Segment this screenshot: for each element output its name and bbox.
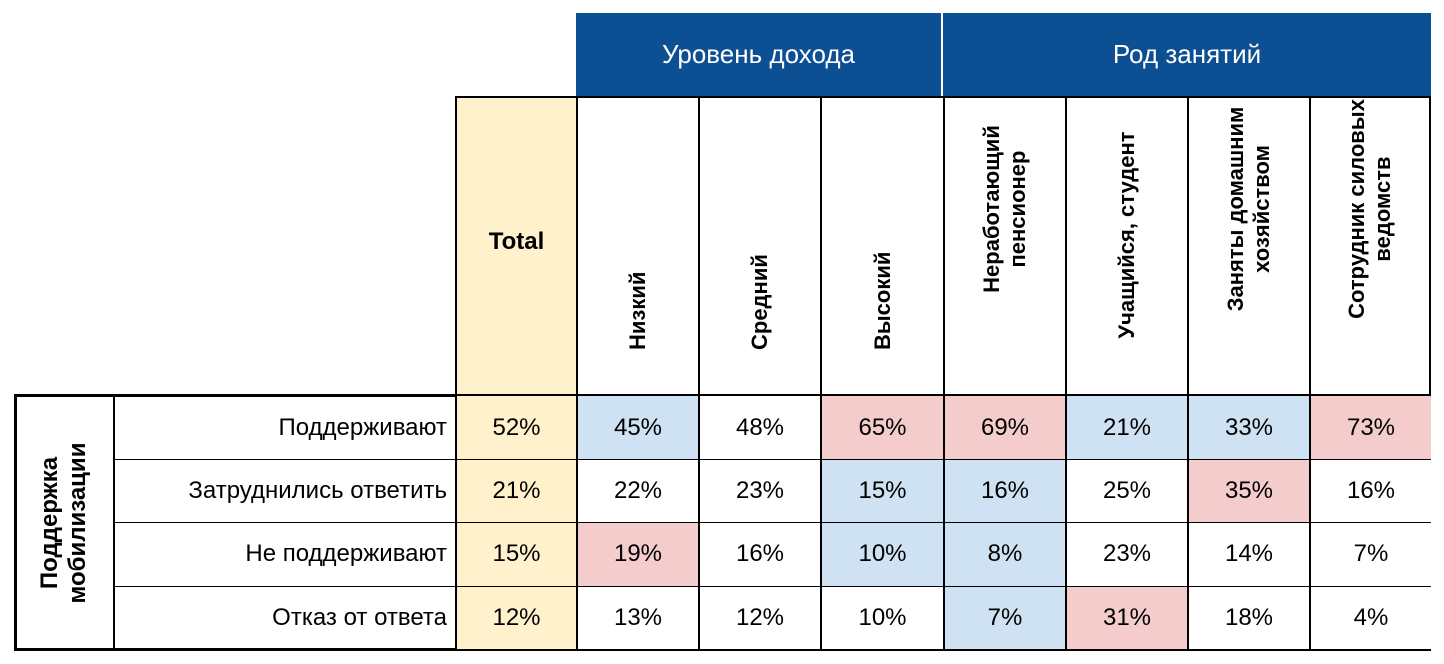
row-group-label: Поддержка мобилизации (35, 442, 91, 603)
value-cell: 23% (1065, 522, 1187, 586)
value-cell: 21% (1065, 396, 1187, 459)
column-header: Сотрудник силовых ведомств (1309, 96, 1431, 394)
value-cell: 10% (820, 522, 943, 586)
value-cell: 15% (820, 459, 943, 522)
column-header-label: Средний (747, 254, 772, 350)
value-cell: 19% (576, 522, 698, 586)
value-cell: 12% (698, 586, 820, 649)
column-header-label: Учащийся, студент (1114, 131, 1139, 339)
row-label: Поддерживают (278, 413, 447, 441)
row-label: Затруднились ответить (188, 476, 447, 504)
value-cell: 48% (698, 396, 820, 459)
column-header: Высокий (820, 96, 943, 394)
value-cell: 7% (1309, 522, 1431, 586)
column-header: Неработающий пенсионер (943, 96, 1065, 394)
total-header-label: Total (488, 228, 545, 255)
value-cell: 16% (698, 522, 820, 586)
row-divider (115, 586, 1431, 587)
column-header-label: Заняты домашним хозяйством (1223, 106, 1274, 312)
column-header: Учащийся, студент (1065, 96, 1187, 394)
value-cell: 16% (943, 459, 1065, 522)
total-cell: 12% (455, 586, 576, 649)
value-cell: 22% (576, 459, 698, 522)
column-header: Заняты домашним хозяйством (1187, 96, 1309, 394)
column-header-label: Неработающий пенсионер (979, 125, 1030, 293)
total-column-header: Total (455, 96, 576, 394)
value-cell: 7% (943, 586, 1065, 649)
value-cell: 65% (820, 396, 943, 459)
column-header: Низкий (576, 96, 698, 394)
value-cell: 69% (943, 396, 1065, 459)
row-label: Отказ от ответа (272, 603, 447, 631)
row-divider (115, 459, 1431, 460)
column-group-header: Род занятий (943, 13, 1431, 96)
column-header-label: Сотрудник силовых ведомств (1344, 99, 1395, 319)
column-header-label: Высокий (869, 251, 895, 350)
value-cell: 10% (820, 586, 943, 649)
value-cell: 16% (1309, 459, 1431, 522)
total-cell: 52% (455, 396, 576, 459)
column-header-label: Низкий (625, 271, 650, 350)
value-cell: 35% (1187, 459, 1309, 522)
value-cell: 25% (1065, 459, 1187, 522)
value-cell: 31% (1065, 586, 1187, 649)
row-divider (115, 522, 1431, 523)
value-cell: 23% (698, 459, 820, 522)
row-group-header: Поддержка мобилизации (14, 394, 115, 651)
total-cell: 15% (455, 522, 576, 586)
value-cell: 33% (1187, 396, 1309, 459)
value-cell: 8% (943, 522, 1065, 586)
value-cell: 13% (576, 586, 698, 649)
value-cell: 45% (576, 396, 698, 459)
column-group-header: Уровень дохода (576, 13, 943, 96)
value-cell: 18% (1187, 586, 1309, 649)
row-label: Не поддерживают (245, 540, 447, 567)
value-cell: 14% (1187, 522, 1309, 586)
value-cell: 73% (1309, 396, 1431, 459)
value-cell: 4% (1309, 586, 1431, 649)
column-header: Средний (698, 96, 820, 394)
total-cell: 21% (455, 459, 576, 522)
